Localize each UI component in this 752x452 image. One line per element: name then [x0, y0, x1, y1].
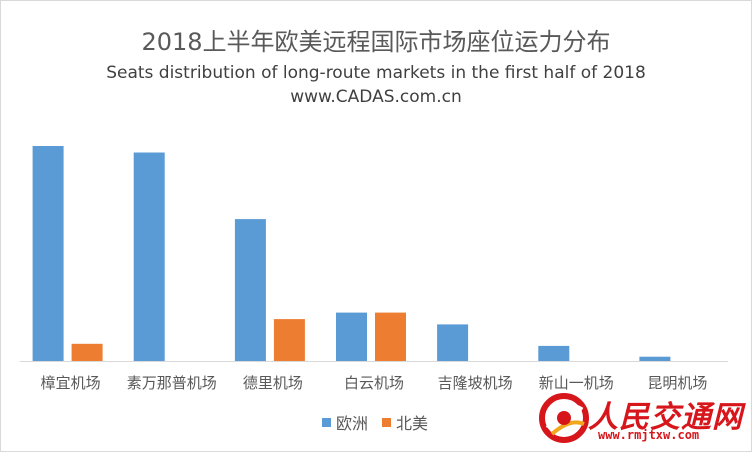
bar-europe-2	[234, 219, 266, 361]
chart-subtitle: Seats distribution of long-route markets…	[106, 63, 646, 83]
red-swirl-logo-icon	[539, 393, 589, 443]
x-tick-label: 德里机场	[243, 374, 303, 392]
watermark-name: 人民交通网	[588, 400, 743, 435]
bar-europe-6	[639, 356, 671, 361]
bar-north-america-3	[375, 312, 406, 361]
legend: 欧洲 北美	[322, 410, 442, 434]
x-tick-label: 樟宜机场	[41, 374, 101, 392]
x-tick-label: 新山一机场	[539, 374, 614, 392]
x-tick-label: 白云机场	[344, 374, 404, 392]
bar-europe-3	[336, 312, 367, 361]
chart-title: 2018上半年欧美远程国际市场座位运力分布	[141, 28, 611, 56]
legend-swatch-north-america	[382, 417, 392, 427]
bar-north-america-0	[71, 343, 103, 361]
watermark: 人民交通网 www.rmjtxw.com	[528, 388, 750, 448]
legend-swatch-europe	[322, 417, 331, 427]
legend-item-north-america: 北美	[382, 410, 428, 434]
bar-north-america-2	[273, 319, 305, 361]
bar-europe-0	[32, 146, 64, 361]
bar-europe-5	[538, 345, 570, 361]
chart-source-url: www.CADAS.com.cn	[290, 87, 462, 107]
legend-item-europe: 欧洲	[322, 410, 368, 434]
x-tick-label: 吉隆坡机场	[438, 374, 513, 392]
x-tick-label: 昆明机场	[647, 374, 707, 392]
watermark-url: www.rmjtxw.com	[598, 428, 700, 442]
bar-europe-4	[437, 324, 469, 361]
bar-europe-1	[133, 152, 165, 361]
legend-label-north-america: 北美	[396, 414, 429, 433]
x-tick-label: 素万那普机场	[127, 374, 217, 392]
legend-label-europe: 欧洲	[336, 414, 369, 433]
